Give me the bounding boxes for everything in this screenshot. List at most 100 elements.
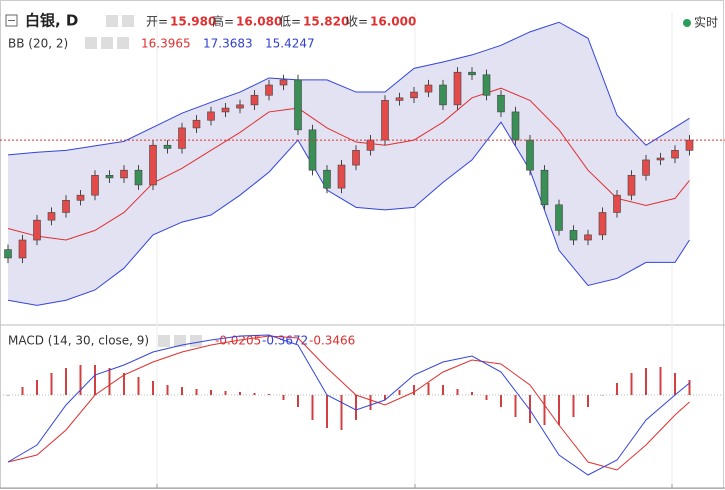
candle-body bbox=[497, 94, 505, 113]
chart-title: 白银, D bbox=[25, 12, 78, 30]
histogram-bar bbox=[688, 380, 691, 395]
candle-body bbox=[540, 169, 549, 206]
collapse-icon[interactable] bbox=[5, 14, 18, 27]
candle-body bbox=[62, 200, 70, 213]
bb-middle-readout: 16.3965 bbox=[141, 37, 191, 51]
histogram-bar bbox=[659, 367, 662, 395]
candle-body bbox=[482, 74, 491, 96]
candle-body bbox=[671, 150, 679, 159]
histogram-bar bbox=[268, 394, 270, 395]
histogram-bar bbox=[123, 373, 125, 395]
candle-body bbox=[221, 107, 230, 113]
histogram-bar bbox=[152, 381, 154, 395]
candle-body bbox=[613, 194, 621, 213]
histogram-bar bbox=[601, 395, 604, 396]
histogram-bar bbox=[282, 395, 285, 400]
candle-body bbox=[381, 100, 389, 141]
histogram-bar bbox=[456, 389, 459, 395]
histogram-bar bbox=[94, 365, 96, 395]
histogram-bar bbox=[355, 395, 357, 420]
candle-body bbox=[424, 84, 433, 93]
macd-line bbox=[7, 334, 690, 476]
histogram-bar bbox=[50, 373, 53, 395]
macd-label: MACD (14, 30, close, 9) bbox=[8, 334, 149, 348]
histogram-bar bbox=[21, 387, 24, 395]
candle-body bbox=[207, 111, 215, 121]
histogram-bar bbox=[137, 377, 140, 395]
candle-body bbox=[236, 104, 244, 109]
bb-lower-readout: 15.4247 bbox=[265, 37, 315, 51]
close-label: 收= bbox=[346, 15, 368, 29]
histogram-bar bbox=[166, 385, 169, 395]
histogram-bar bbox=[181, 387, 183, 395]
x-axis-ticks bbox=[156, 484, 673, 488]
histogram-bar bbox=[543, 395, 546, 425]
histogram-bar bbox=[7, 395, 9, 396]
candle-body bbox=[366, 139, 375, 151]
toolbar-icons[interactable] bbox=[85, 15, 202, 347]
histogram-bar bbox=[369, 395, 372, 410]
candle-body bbox=[149, 144, 157, 186]
bb-lower bbox=[7, 121, 690, 306]
signal-line bbox=[7, 335, 690, 471]
histogram-bar bbox=[326, 395, 328, 428]
open-label: 开= bbox=[146, 15, 168, 29]
candle-body bbox=[584, 234, 592, 241]
candle-body bbox=[294, 79, 302, 131]
candle-body bbox=[511, 111, 520, 141]
candle-body bbox=[120, 169, 128, 179]
realtime-dot bbox=[683, 19, 691, 27]
histogram-bar bbox=[253, 393, 256, 395]
histogram-bar bbox=[311, 395, 314, 420]
band-fill bbox=[8, 22, 690, 306]
realtime-label[interactable]: 实时 bbox=[694, 15, 718, 30]
candle-body bbox=[47, 212, 56, 221]
histogram-bar bbox=[558, 395, 560, 425]
histogram-bar bbox=[195, 389, 198, 395]
candle-body bbox=[337, 164, 346, 189]
candle-body bbox=[105, 175, 114, 179]
candle-body bbox=[308, 129, 317, 171]
candle-body bbox=[352, 150, 360, 166]
histogram-bar bbox=[471, 392, 473, 395]
candle-body bbox=[163, 144, 172, 149]
histogram-bar bbox=[514, 395, 517, 417]
histogram-bar bbox=[587, 395, 589, 407]
candle-body bbox=[685, 139, 694, 151]
candle-body bbox=[569, 230, 578, 241]
open-value: 15.980 bbox=[170, 15, 216, 29]
candle-body bbox=[134, 169, 143, 186]
candle-body bbox=[4, 249, 12, 259]
histogram-bar bbox=[442, 385, 444, 395]
candle-body bbox=[526, 139, 534, 171]
histogram-bar bbox=[674, 373, 676, 395]
histogram-bar bbox=[239, 392, 241, 395]
bb-middle bbox=[7, 87, 690, 241]
candle-body bbox=[279, 79, 288, 86]
candle-body bbox=[468, 71, 476, 76]
histogram-bar bbox=[224, 391, 227, 395]
histogram-bar bbox=[413, 385, 415, 395]
candle-body bbox=[395, 97, 404, 101]
histogram-bar bbox=[210, 390, 212, 395]
candle-body bbox=[33, 219, 41, 241]
histogram-bar bbox=[572, 395, 575, 417]
candle-body bbox=[642, 159, 650, 176]
histogram-bar bbox=[384, 395, 386, 400]
close-value: 16.000 bbox=[370, 15, 416, 29]
low-value: 15.820 bbox=[303, 15, 349, 29]
histogram-bar bbox=[340, 395, 343, 430]
candle-body bbox=[323, 169, 331, 189]
candle-body bbox=[453, 71, 462, 106]
bb-upper-readout: 17.3683 bbox=[203, 37, 253, 51]
candle-body bbox=[598, 212, 607, 236]
candle-body bbox=[192, 119, 201, 129]
histogram-bar bbox=[630, 373, 633, 395]
bb-upper bbox=[7, 21, 690, 156]
low-label: 低= bbox=[279, 15, 301, 29]
histogram-bar bbox=[108, 368, 111, 395]
histogram-bar bbox=[645, 368, 647, 395]
macd-readout: -0.3466 bbox=[309, 334, 355, 348]
histogram-bar bbox=[529, 395, 531, 423]
high-value: 16.080 bbox=[236, 15, 282, 29]
